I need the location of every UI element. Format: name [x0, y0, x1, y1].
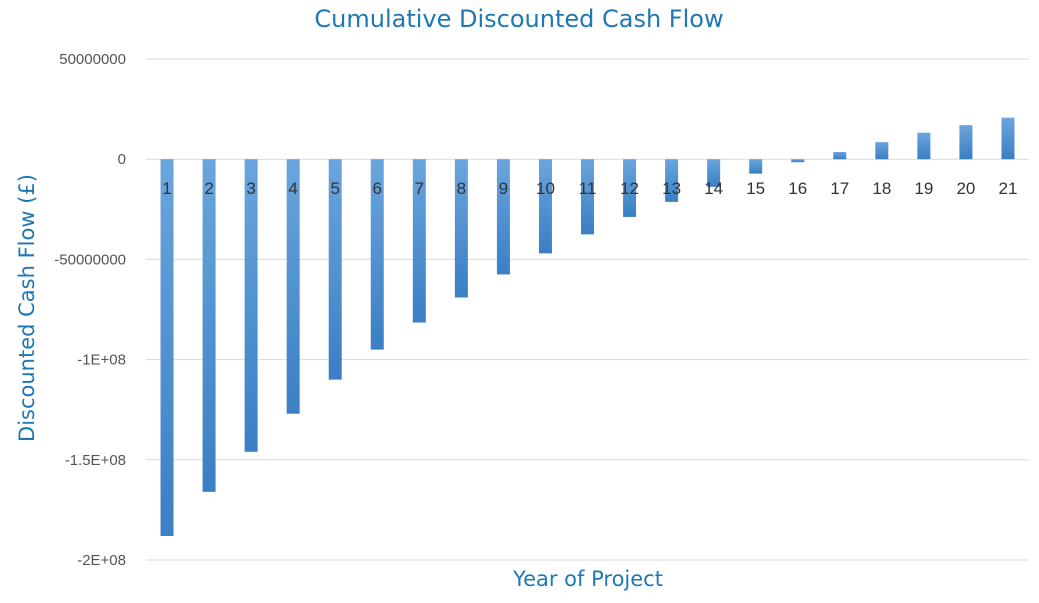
y-tick-label: -50000000: [54, 251, 126, 268]
x-tick-label: 4: [288, 179, 297, 198]
bar-year-18: [875, 142, 889, 160]
bar-year-12: [623, 159, 637, 217]
x-tick-label: 8: [457, 179, 466, 198]
bar-year-1: [160, 159, 174, 536]
x-axis-title: Year of Project: [512, 567, 663, 591]
bar-year-20: [959, 125, 973, 160]
x-tick-label: 5: [330, 179, 339, 198]
x-tick-label: 7: [415, 179, 424, 198]
y-tick-label: 0: [118, 151, 126, 168]
x-tick-label: 13: [662, 179, 681, 198]
chart-title: Cumulative Discounted Cash Flow: [314, 5, 723, 33]
bar-year-9: [496, 159, 510, 275]
bar-year-4: [286, 159, 300, 414]
bar-year-15: [749, 159, 763, 174]
bar-year-16: [791, 159, 805, 163]
bar-year-13: [665, 159, 679, 202]
bar-year-3: [244, 159, 258, 452]
x-tick-label: 2: [204, 179, 213, 198]
y-axis-ticks: 50000000 0 -50000000 -1E+08 -1.5E+08 -2E+08: [54, 51, 126, 569]
x-tick-label: 21: [999, 179, 1018, 198]
bar-year-11: [581, 159, 594, 235]
x-tick-label: 1: [162, 179, 171, 198]
x-tick-label: 15: [746, 179, 765, 198]
x-axis-ticks: 1 2 3 4 5 6 7 8 9 10 11 12 13 14 15 16 17 18 19 20 21: [162, 179, 1017, 198]
bar-year-5: [328, 159, 342, 380]
bar-year-8: [454, 159, 468, 298]
x-tick-label: 11: [579, 179, 597, 198]
bars: [160, 117, 1015, 536]
y-axis-title: Discounted Cash Flow (£): [15, 174, 39, 442]
x-tick-label: 3: [246, 179, 255, 198]
bar-year-10: [538, 159, 552, 254]
x-tick-label: 19: [914, 179, 933, 198]
y-tick-label: 50000000: [59, 51, 126, 68]
bar-year-21: [1001, 117, 1015, 160]
bar-year-14: [707, 159, 721, 187]
y-tick-label: -1.5E+08: [65, 452, 126, 469]
x-tick-label: 14: [704, 179, 723, 198]
bar-year-2: [202, 159, 216, 492]
x-tick-label: 18: [872, 179, 891, 198]
x-tick-label: 12: [620, 179, 639, 198]
y-tick-label: -1E+08: [77, 352, 126, 369]
x-tick-label: 16: [788, 179, 807, 198]
bar-year-6: [370, 159, 384, 350]
y-tick-label: -2E+08: [77, 552, 126, 569]
bar-year-19: [917, 132, 931, 160]
x-tick-label: 10: [536, 179, 555, 198]
bar-year-7: [412, 159, 426, 323]
x-tick-label: 6: [373, 179, 382, 198]
x-tick-label: 17: [830, 179, 849, 198]
gridlines: [146, 58, 1029, 561]
x-tick-label: 20: [956, 179, 975, 198]
x-tick-label: 9: [499, 179, 508, 198]
bar-year-17: [833, 151, 847, 160]
